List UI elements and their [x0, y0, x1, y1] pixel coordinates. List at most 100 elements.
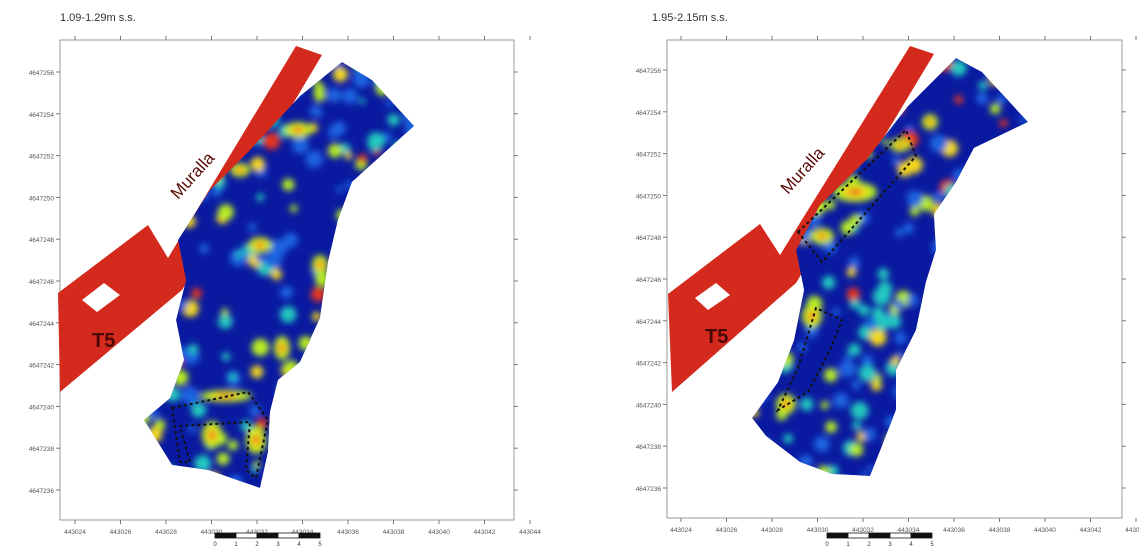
- x-tick-label: 443042: [474, 529, 496, 536]
- anomaly-blob: [872, 287, 891, 306]
- anomaly-blob: [181, 386, 200, 405]
- depth-label: 1.95-2.15m s.s.: [652, 12, 728, 24]
- anomaly-blob: [894, 227, 905, 238]
- anomaly-blob: [865, 317, 877, 329]
- scale-segment: [298, 532, 321, 539]
- x-tick-label: 443042: [1080, 527, 1102, 534]
- anomaly-blob: [314, 110, 323, 119]
- x-tick-label: 443040: [1034, 527, 1056, 534]
- anomaly-blob: [235, 250, 243, 258]
- y-tick-label: 4647238: [29, 446, 55, 453]
- anomaly-blob: [906, 190, 923, 207]
- scale-label: 3: [276, 542, 280, 548]
- y-tick-label: 4647248: [29, 237, 55, 244]
- anomaly-blob: [191, 288, 202, 299]
- y-tick-label: 4647240: [636, 402, 662, 409]
- scale-segment: [910, 532, 933, 539]
- anomaly-blob: [825, 421, 837, 433]
- anomaly-blob: [887, 314, 902, 329]
- anomaly-blob: [342, 88, 358, 104]
- anomaly-zone-peak: [927, 119, 933, 125]
- anomaly-blob: [832, 307, 841, 316]
- y-tick-label: 4647250: [636, 193, 662, 200]
- anomaly-blob: [838, 359, 857, 378]
- anomaly-blob: [385, 99, 394, 108]
- anomaly-blob: [279, 285, 293, 299]
- x-tick-label: 443024: [64, 529, 86, 536]
- y-tick-label: 4647238: [636, 444, 662, 451]
- anomaly-blob: [851, 380, 861, 390]
- anomaly-blob: [283, 232, 298, 248]
- anomaly-blob: [823, 240, 837, 254]
- anomaly-blob: [178, 300, 188, 310]
- anomaly-blob: [367, 138, 382, 152]
- anomaly-blob: [310, 286, 326, 302]
- tower-label: T5: [705, 326, 728, 348]
- scale-segment: [847, 532, 870, 539]
- anomaly-blob: [240, 420, 253, 432]
- y-tick-label: 4647254: [636, 110, 662, 117]
- scale-bar: 0 1 2 3 4 5: [213, 532, 322, 548]
- anomaly-blob: [262, 256, 270, 264]
- anomaly-blob: [822, 275, 836, 290]
- scale-label: 1: [234, 542, 238, 548]
- scale-segment: [889, 532, 912, 539]
- anomaly-blob: [221, 308, 229, 316]
- anomaly-blob: [218, 314, 233, 329]
- anomaly-blob: [256, 417, 268, 429]
- anomaly-blob: [199, 245, 207, 252]
- heatmap-base: [752, 58, 1028, 476]
- y-tick-label: 4647246: [636, 277, 662, 284]
- anomaly-blob: [216, 452, 230, 466]
- x-tick-label: 443026: [716, 527, 738, 534]
- anomaly-blob: [933, 191, 945, 203]
- y-tick-label: 4647236: [29, 488, 55, 495]
- anomaly-zone-peak: [279, 344, 285, 352]
- scale-label: 5: [318, 542, 322, 548]
- scale-label: 5: [930, 542, 934, 548]
- anomaly-blob: [894, 331, 907, 345]
- anomaly-blob: [907, 294, 919, 307]
- anomaly-blob: [344, 151, 353, 160]
- anomaly-blob: [313, 82, 326, 95]
- anomaly-blob: [891, 156, 900, 165]
- anomaly-blob: [357, 153, 368, 164]
- anomaly-blob: [255, 255, 263, 262]
- anomaly-blob: [248, 223, 257, 232]
- anomaly-blob: [850, 401, 869, 420]
- anomaly-blob: [849, 214, 862, 226]
- anomaly-blob: [996, 94, 1007, 105]
- x-tick-label: 443044: [519, 529, 541, 536]
- anomaly-blob: [249, 405, 261, 417]
- scale-segment: [235, 532, 258, 539]
- anomaly-blob: [270, 268, 282, 280]
- anomaly-blob: [290, 204, 298, 213]
- anomaly-blob: [978, 80, 988, 90]
- anomaly-zone-peak: [209, 430, 215, 440]
- scale-segment: [277, 532, 300, 539]
- x-tick-label: 443034: [292, 529, 314, 536]
- scale-segment: [256, 532, 279, 539]
- depth-label: 1.09-1.29m s.s.: [60, 12, 136, 24]
- anomaly-blob: [800, 397, 814, 411]
- tower-label: T5: [92, 330, 115, 352]
- scale-label: 4: [909, 542, 913, 548]
- anomaly-zone-peak: [237, 167, 243, 173]
- anomaly-zone-peak: [897, 142, 903, 148]
- y-tick-label: 4647240: [29, 404, 55, 411]
- scale-label: 3: [888, 542, 892, 548]
- tower-opening: [695, 283, 730, 310]
- anomaly-zone-peak: [256, 242, 264, 248]
- anomaly-blob: [291, 136, 309, 154]
- anomaly-blob: [950, 60, 967, 77]
- anomaly-blob: [250, 365, 264, 379]
- anomaly-blob: [279, 306, 297, 323]
- x-tick-label: 443044: [1125, 527, 1139, 534]
- y-tick-label: 4647246: [29, 279, 55, 286]
- anomaly-outline: [796, 128, 918, 264]
- anomaly-blob: [869, 328, 887, 347]
- anomaly-blob: [858, 304, 870, 316]
- wall-shape: [58, 46, 322, 392]
- anomaly-blob: [906, 124, 914, 132]
- scale-segment: [868, 532, 891, 539]
